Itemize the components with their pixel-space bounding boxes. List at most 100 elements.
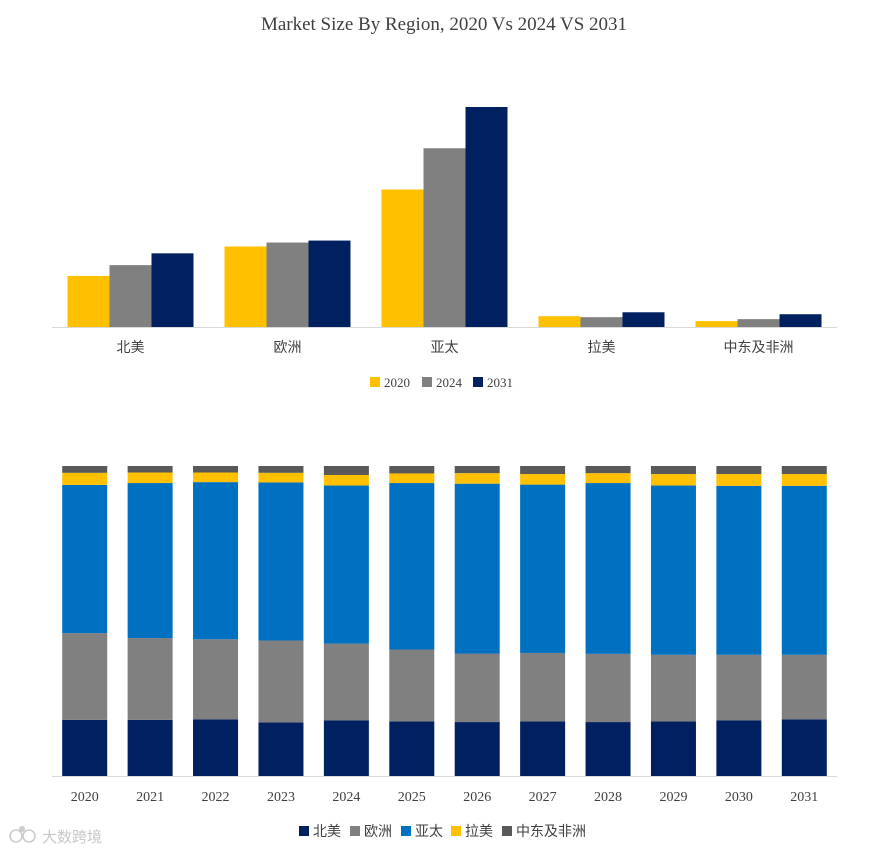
bottom-legend: 北美 欧洲 亚太 拉美 中东及非洲: [299, 824, 586, 840]
bar-2024-1: [266, 242, 309, 327]
stack-segment-2027-欧洲: [520, 652, 566, 722]
year-tick-label: 2021: [136, 790, 164, 805]
bar-2031-4: [779, 314, 822, 327]
bar-2020-2: [381, 189, 424, 327]
year-tick-label: 2027: [529, 790, 557, 805]
stack-segment-2029-欧洲: [650, 654, 696, 722]
stack-segment-2031-欧洲: [781, 654, 827, 720]
stack-segment-2028-中东及非洲: [585, 466, 631, 474]
stack-segment-2030-欧洲: [716, 654, 762, 721]
stack-segment-2024-亚太: [323, 485, 369, 644]
year-tick-label: 2023: [267, 790, 295, 805]
watermark: 大数跨境: [9, 826, 102, 846]
year-tick-label: 2025: [398, 790, 426, 805]
watermark-text: 大数跨境: [42, 828, 102, 846]
year-tick-label: 2024: [332, 790, 360, 805]
x-tick-label: 欧洲: [274, 340, 302, 356]
bar-2031-0: [151, 253, 194, 327]
stack-segment-2024-拉美: [323, 474, 369, 486]
year-tick-label: 2031: [790, 790, 818, 805]
stack-segment-2031-中东及非洲: [781, 466, 827, 475]
stack-segment-2025-中东及非洲: [389, 466, 435, 474]
year-tick-label: 2029: [659, 790, 687, 805]
stack-segment-2029-亚太: [650, 485, 696, 655]
bar-2024-3: [580, 317, 623, 327]
year-tick-label: 2020: [71, 790, 99, 805]
bar-2020-1: [224, 246, 267, 327]
legend-swatch-拉美: [451, 826, 461, 836]
year-tick-label: 2028: [594, 790, 622, 805]
stack-segment-2027-北美: [520, 721, 566, 776]
x-tick-label: 中东及非洲: [724, 340, 794, 356]
stack-segment-2023-欧洲: [258, 640, 304, 723]
stack-segment-2025-拉美: [389, 473, 435, 484]
stack-segment-2028-拉美: [585, 473, 631, 484]
legend-label-2024: 2024: [436, 375, 463, 390]
legend-label-亚太: 亚太: [415, 824, 443, 840]
bar-2020-4: [695, 321, 738, 327]
stack-segment-2021-北美: [127, 719, 173, 776]
legend-swatch-2031: [473, 377, 483, 387]
stack-segment-2026-北美: [454, 722, 500, 776]
stack-segment-2025-亚太: [389, 483, 435, 650]
stack-segment-2028-亚太: [585, 483, 631, 654]
legend-swatch-亚太: [401, 826, 411, 836]
stack-segment-2022-亚太: [193, 482, 239, 640]
stack-segment-2023-中东及非洲: [258, 466, 304, 473]
stack-segment-2021-亚太: [127, 483, 173, 639]
stack-segment-2021-欧洲: [127, 638, 173, 720]
stack-segment-2023-北美: [258, 722, 304, 776]
stack-segment-2020-中东及非洲: [62, 466, 108, 473]
stack-segment-2021-拉美: [127, 472, 173, 484]
stack-segment-2026-中东及非洲: [454, 466, 500, 474]
stack-segment-2022-中东及非洲: [193, 466, 239, 473]
stack-segment-2029-拉美: [650, 474, 696, 486]
stack-segment-2029-中东及非洲: [650, 466, 696, 475]
stack-segment-2024-欧洲: [323, 643, 369, 721]
stack-segment-2022-北美: [193, 719, 239, 776]
stack-segment-2023-亚太: [258, 482, 304, 641]
year-tick-label: 2030: [725, 790, 753, 805]
yearly-share-stacked-chart: 2020 2021 2022 2023 2024 2025 2026 2027 2028 2029…: [52, 466, 837, 805]
x-tick-label: 拉美: [588, 340, 616, 356]
stack-segment-2028-欧洲: [585, 653, 631, 723]
stack-segment-2030-北美: [716, 720, 762, 776]
legend-label-拉美: 拉美: [465, 824, 493, 840]
legend-swatch-中东及非洲: [502, 826, 512, 836]
stack-segment-2026-欧洲: [454, 653, 500, 723]
stack-segment-2030-亚太: [716, 485, 762, 655]
stack-segment-2029-北美: [650, 721, 696, 776]
stack-segment-2022-欧洲: [193, 639, 239, 720]
legend-label-2020: 2020: [384, 375, 410, 390]
stack-segment-2027-拉美: [520, 474, 566, 485]
stack-segment-2027-中东及非洲: [520, 466, 566, 475]
stack-segment-2026-拉美: [454, 473, 500, 484]
stack-segment-2020-欧洲: [62, 633, 108, 720]
watermark-logo-icon: [9, 826, 36, 843]
year-tick-label: 2022: [202, 790, 230, 805]
bar-2031-2: [465, 107, 508, 327]
stack-segment-2030-拉美: [716, 474, 762, 486]
legend-label-2031: 2031: [487, 375, 513, 390]
stack-segment-2031-亚太: [781, 485, 827, 655]
legend-swatch-欧洲: [350, 826, 360, 836]
x-tick-label: 亚太: [431, 340, 459, 356]
stack-segment-2028-北美: [585, 722, 631, 776]
stack-segment-2021-中东及非洲: [127, 466, 173, 473]
legend-label-北美: 北美: [313, 824, 341, 840]
stack-segment-2020-拉美: [62, 472, 108, 485]
bar-2031-3: [622, 312, 665, 327]
stack-segment-2031-北美: [781, 719, 827, 776]
stack-segment-2023-拉美: [258, 472, 304, 483]
year-tick-label: 2026: [463, 790, 491, 805]
stack-segment-2024-北美: [323, 720, 369, 776]
stack-segment-2025-北美: [389, 721, 435, 776]
region-bar-chart: 北美 欧洲 亚太 拉美 中东及非洲: [52, 107, 837, 356]
stack-segment-2020-北美: [62, 719, 108, 776]
bar-2031-1: [308, 240, 351, 327]
bar-2020-0: [67, 275, 110, 327]
bar-2024-2: [423, 148, 466, 327]
legend-swatch-2024: [422, 377, 432, 387]
stack-segment-2024-中东及非洲: [323, 466, 369, 475]
